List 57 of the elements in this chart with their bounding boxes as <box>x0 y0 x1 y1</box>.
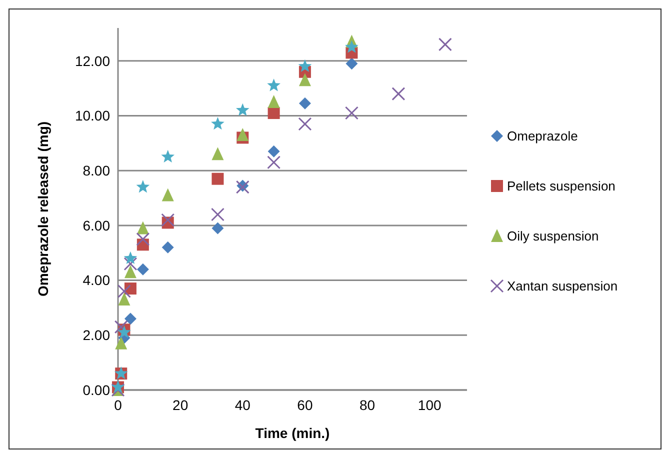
x-tick-label: 100 <box>418 397 442 413</box>
y-tick-label: 0.00 <box>82 382 110 398</box>
point <box>346 58 358 70</box>
point <box>136 232 150 246</box>
point <box>124 312 136 325</box>
point <box>162 241 174 254</box>
point <box>212 222 224 234</box>
y-tick-label: 10.00 <box>74 108 110 124</box>
point <box>162 188 174 202</box>
y-axis-title: Omeprazole released (mg) <box>35 121 51 297</box>
x-tick-label: 60 <box>297 397 313 413</box>
point <box>136 221 149 234</box>
point <box>268 95 280 108</box>
legend-label: Oily suspension <box>507 228 599 244</box>
point <box>136 263 149 276</box>
point <box>267 78 280 92</box>
x-tick-label: 20 <box>172 397 188 413</box>
point <box>124 265 136 278</box>
point <box>212 147 224 160</box>
point <box>392 87 406 101</box>
point <box>212 172 224 185</box>
point <box>124 251 138 264</box>
point <box>161 213 175 227</box>
point <box>115 336 128 350</box>
point <box>236 103 250 116</box>
x-tick-label: 0 <box>114 397 122 413</box>
point <box>268 107 280 120</box>
point <box>114 320 128 334</box>
point <box>161 150 175 163</box>
y-tick-label: 8.00 <box>82 162 110 179</box>
y-tick-label: 6.00 <box>82 217 110 234</box>
point <box>298 73 311 86</box>
legend-label: Pellets suspension <box>507 178 616 194</box>
point <box>344 106 358 120</box>
x-axis-title: Time (min.) <box>255 425 330 441</box>
point <box>268 145 280 158</box>
point <box>136 180 150 193</box>
point <box>267 156 281 170</box>
point <box>236 128 249 141</box>
point <box>210 208 224 222</box>
y-tick-label: 12.00 <box>74 52 110 69</box>
legend-label: Omeprazole <box>507 128 578 144</box>
point <box>118 325 131 338</box>
x-tick-label: 40 <box>234 397 251 413</box>
point <box>117 284 131 298</box>
point <box>345 40 358 53</box>
legend-label: Xantan suspension <box>507 278 618 294</box>
point <box>298 117 312 131</box>
point <box>124 257 138 271</box>
y-tick-label: 4.00 <box>82 272 110 288</box>
point <box>118 292 130 306</box>
y-tick-label: 2.00 <box>82 327 110 344</box>
point <box>211 116 224 130</box>
point <box>438 38 452 52</box>
x-tick-label: 80 <box>359 397 376 413</box>
point <box>298 59 312 72</box>
point <box>298 97 311 110</box>
